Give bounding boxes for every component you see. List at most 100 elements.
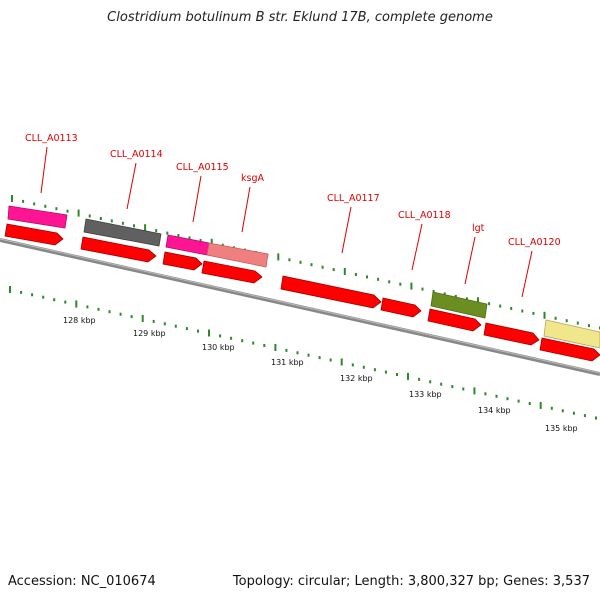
gc-tick-bottom-49: [550, 406, 553, 410]
genome-summary-text: Topology: circular; Length: 3,800,327 bp…: [232, 574, 590, 589]
gc-tick-top-44: [499, 304, 502, 308]
gc-tick-bottom-19: [219, 334, 222, 338]
gc-skew-ticks-bottom: [9, 286, 597, 420]
gc-tick-bottom-21: [241, 339, 244, 343]
gc-tick-top-27: [310, 263, 313, 267]
feature-track-upper: [7, 205, 600, 349]
gc-tick-bottom-12: [141, 315, 144, 322]
gc-tick-top-31: [354, 273, 357, 276]
gene-label-5[interactable]: CLL_A0117: [327, 193, 380, 204]
gc-tick-bottom-18: [208, 329, 210, 337]
gc-tick-top-39: [443, 292, 446, 296]
gc-tick-top-48: [543, 311, 546, 319]
kbp-label-133: 133 kbp: [409, 390, 442, 399]
gc-tick-bottom-4: [53, 298, 56, 302]
kbp-label-132: 132 kbp: [340, 374, 373, 383]
gc-tick-bottom-27: [307, 353, 310, 357]
gc-tick-top-50: [565, 319, 568, 323]
gc-tick-bottom-51: [572, 411, 575, 415]
gc-tick-bottom-35: [396, 373, 398, 376]
gc-tick-top-30: [343, 268, 346, 275]
gc-tick-bottom-37: [418, 377, 421, 381]
gc-tick-top-2: [33, 202, 36, 206]
gc-tick-bottom-47: [528, 402, 531, 405]
gc-tick-bottom-10: [119, 312, 122, 316]
cds-arrow-4[interactable]: [201, 260, 263, 284]
gc-tick-top-11: [133, 224, 135, 228]
cds-arrow-7[interactable]: [427, 308, 482, 332]
accession-text: Accession: NC_010674: [8, 574, 156, 589]
cds-arrow-9[interactable]: [539, 337, 600, 362]
genome-backbone: [0, 238, 600, 376]
kbp-label-135: 135 kbp: [545, 424, 578, 433]
kbp-label-131: 131 kbp: [271, 358, 304, 367]
gc-tick-bottom-32: [362, 365, 365, 369]
cds-arrow-6[interactable]: [380, 297, 422, 318]
gc-tick-bottom-5: [64, 300, 67, 304]
gene-label-7[interactable]: lgt: [472, 223, 485, 234]
gc-tick-bottom-11: [130, 315, 133, 319]
gc-tick-top-29: [332, 268, 335, 272]
feature-box-pink[interactable]: [206, 242, 269, 268]
gc-tick-bottom-31: [351, 363, 354, 367]
gc-tick-bottom-20: [230, 336, 233, 340]
gc-tick-top-40: [454, 294, 457, 298]
leader-line-8: [521, 250, 533, 298]
gc-tick-top-0: [11, 195, 13, 202]
gc-tick-top-52: [587, 324, 590, 328]
gc-tick-bottom-25: [285, 348, 288, 352]
gc-tick-bottom-17: [197, 329, 199, 333]
gc-tick-top-4: [55, 207, 58, 211]
cds-arrow-3[interactable]: [162, 251, 203, 271]
gc-tick-bottom-7: [86, 305, 89, 309]
map-title: Clostridium botulinum B str. Eklund 17B,…: [107, 10, 493, 25]
gc-tick-bottom-33: [373, 368, 376, 372]
cds-arrow-8[interactable]: [483, 322, 540, 346]
gc-tick-top-36: [410, 282, 413, 290]
feature-box-khaki[interactable]: [543, 319, 600, 349]
gene-label-6[interactable]: CLL_A0118: [398, 210, 451, 221]
gc-tick-top-35: [399, 282, 402, 286]
gc-tick-top-12: [144, 224, 147, 232]
gc-tick-bottom-34: [384, 370, 387, 374]
gc-tick-top-15: [177, 234, 180, 237]
gc-tick-bottom-36: [407, 372, 409, 380]
gc-tick-top-13: [155, 229, 158, 233]
gc-tick-top-18: [210, 238, 213, 246]
gc-tick-top-47: [532, 311, 535, 315]
gc-tick-bottom-6: [75, 300, 78, 308]
gc-tick-bottom-48: [539, 401, 542, 409]
gene-label-1[interactable]: CLL_A0113: [25, 133, 78, 144]
cds-arrow-2[interactable]: [80, 236, 157, 263]
gc-tick-bottom-41: [462, 387, 465, 391]
kbp-label-130: 130 kbp: [202, 343, 235, 352]
gc-tick-bottom-1: [20, 290, 23, 294]
cds-arrow-track: [4, 223, 600, 362]
cds-arrow-5[interactable]: [280, 275, 382, 309]
gc-tick-top-7: [88, 214, 91, 218]
gene-label-3[interactable]: CLL_A0115: [176, 162, 229, 173]
leader-line-6: [411, 223, 423, 271]
feature-box-magenta-1[interactable]: [7, 205, 68, 229]
gc-tick-top-32: [366, 275, 368, 279]
gc-tick-top-46: [521, 309, 524, 313]
gc-tick-bottom-16: [185, 327, 188, 331]
gc-tick-bottom-3: [42, 295, 45, 299]
cds-arrow-1[interactable]: [4, 223, 64, 246]
feature-box-magenta-2[interactable]: [165, 234, 210, 256]
gene-label-8[interactable]: CLL_A0120: [508, 237, 561, 248]
gc-tick-top-17: [199, 238, 202, 242]
gc-tick-top-10: [121, 221, 124, 225]
feature-box-gray[interactable]: [83, 218, 162, 247]
gc-tick-bottom-13: [152, 319, 155, 323]
gene-label-2[interactable]: CLL_A0114: [110, 149, 163, 160]
gc-tick-top-24: [277, 253, 280, 261]
feature-box-olive[interactable]: [430, 291, 488, 319]
kbp-labels: 128 kbp 129 kbp 130 kbp 131 kbp 132 kbp …: [63, 316, 578, 433]
gc-tick-top-25: [288, 258, 291, 262]
gene-label-4[interactable]: ksgA: [241, 173, 264, 184]
gc-tick-bottom-44: [495, 394, 498, 398]
gc-tick-bottom-8: [97, 307, 100, 311]
gc-tick-top-51: [576, 321, 579, 325]
gc-tick-top-41: [465, 297, 468, 301]
